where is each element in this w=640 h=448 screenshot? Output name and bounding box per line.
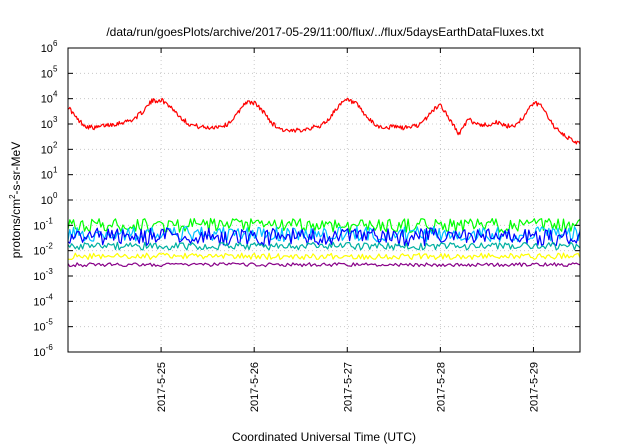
y-tick-label: 100 [41,191,58,207]
series-line-5 [67,252,581,260]
x-tick-label: 2017-5-27 [342,362,354,412]
x-tick-label: 2017-5-28 [435,362,447,412]
y-tick-label: 10-6 [33,343,53,359]
y-tick-label: 10-3 [33,267,53,283]
x-tick-label: 2017-5-25 [156,362,168,412]
y-tick-label: 103 [41,115,58,131]
y-axis-label-sup: 2 [8,194,17,199]
grid-lines [68,48,580,352]
series-line-1 [67,217,581,233]
series-line-3 [67,227,581,247]
series-line-4 [67,241,581,251]
y-tick-label: 104 [41,90,58,106]
y-tick-label: 10-4 [33,292,53,308]
chart-title: /data/run/goesPlots/archive/2017-05-29/1… [106,25,544,39]
y-tick-label: 10-5 [33,318,53,334]
y-tick-label: 102 [41,140,58,156]
y-tick-label: 105 [41,64,58,80]
y-tick-labels: 106 105 104 103 102 101 100 10-1 10-2 10-3 10-4 10-… [33,39,58,359]
y-tick-label: 106 [41,39,58,55]
y-axis-label-base: protons/cm [9,199,23,258]
series-line-0 [67,97,581,145]
axis-ticks [68,47,580,353]
y-axis-label-rest: -s-sr-MeV [9,142,23,195]
y-tick-label: 101 [41,166,58,182]
series-line-6 [67,262,581,268]
x-tick-labels: 2017-5-25 2017-5-26 2017-5-27 2017-5-28 2017… [156,362,540,412]
x-axis-label: Coordinated Universal Time (UTC) [232,430,416,444]
y-tick-label: 10-2 [33,242,53,258]
y-tick-label: 10-1 [33,216,53,232]
x-tick-label: 2017-5-26 [249,362,261,412]
x-tick-label: 2017-5-29 [528,362,540,412]
series-group [67,97,581,268]
y-axis-label: protons/cm2-s-sr-MeV [8,142,23,258]
